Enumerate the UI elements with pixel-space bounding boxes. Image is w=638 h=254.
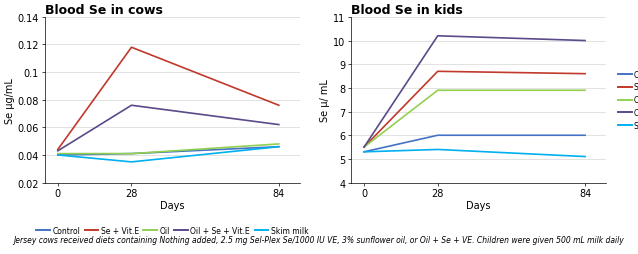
Legend: Control, Se + Vit.E, Oil, Oil + Se + Vit.E, Skim milk: Control, Se + Vit.E, Oil, Oil + Se + Vit… [615, 67, 638, 133]
Y-axis label: Se μg/mL: Se μg/mL [5, 77, 15, 123]
X-axis label: Days: Days [466, 200, 491, 210]
Text: Jersey cows received diets containing Nothing added, 2.5 mg Sel-Plex Se/1000 IU : Jersey cows received diets containing No… [13, 235, 625, 244]
Legend: Control, Se + Vit.E, Oil, Oil + Se + Vit.E, Skim milk: Control, Se + Vit.E, Oil, Oil + Se + Vit… [33, 223, 311, 238]
Text: Blood Se in cows: Blood Se in cows [45, 4, 163, 17]
Text: Blood Se in kids: Blood Se in kids [351, 4, 463, 17]
Y-axis label: Se μ/ mL: Se μ/ mL [320, 79, 330, 122]
X-axis label: Days: Days [160, 200, 184, 210]
